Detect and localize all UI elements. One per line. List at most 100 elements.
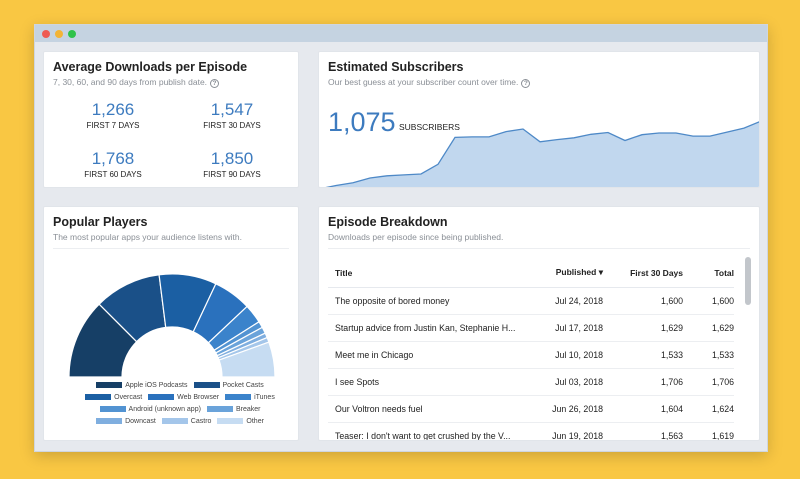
players-divider xyxy=(53,248,289,249)
stat-label: FIRST 90 DAYS xyxy=(203,170,261,179)
cell-title[interactable]: Teaser: I don't want to get crushed by t… xyxy=(328,422,533,440)
players-card: Popular Players The most popular apps yo… xyxy=(43,206,299,441)
subscriber-count: 1,075 xyxy=(328,107,396,137)
stat-label: FIRST 30 DAYS xyxy=(203,121,261,130)
stat-value: 1,266 xyxy=(91,100,135,119)
legend-item[interactable]: Apple iOS Podcasts xyxy=(96,381,188,389)
cell-published: Jul 03, 2018 xyxy=(533,368,603,396)
episodes-divider xyxy=(328,248,750,249)
cell-published: Jul 10, 2018 xyxy=(533,341,603,369)
stat-first-90: 1,850 FIRST 90 DAYS xyxy=(172,149,292,179)
stat-first-30: 1,547 FIRST 30 DAYS xyxy=(172,100,292,130)
help-icon[interactable]: ? xyxy=(210,79,220,88)
downloads-card: Average Downloads per Episode 7, 30, 60,… xyxy=(43,51,299,188)
column-header-total[interactable]: Total xyxy=(683,259,734,288)
subscribers-card: Estimated Subscribers Our best guess at … xyxy=(318,51,760,188)
close-window-icon[interactable] xyxy=(42,29,50,38)
cell-published: Jun 19, 2018 xyxy=(533,422,603,440)
legend-item[interactable]: Downcast xyxy=(96,418,156,425)
cell-total: 1,533 xyxy=(683,341,734,369)
column-header-title[interactable]: Title xyxy=(328,259,533,288)
episodes-card: Episode Breakdown Downloads per episode … xyxy=(318,206,760,441)
legend-swatch xyxy=(217,418,244,424)
table-row[interactable]: Startup advice from Justin Kan, Stephani… xyxy=(328,314,734,342)
subscribers-area xyxy=(328,121,759,187)
table-row[interactable]: I see Spots Jul 03, 2018 1,706 1,706 xyxy=(328,368,734,396)
cell-total: 1,629 xyxy=(683,314,734,342)
legend-label: Downcast xyxy=(125,417,156,425)
cell-first-30: 1,604 xyxy=(603,395,683,423)
subscribers-subtitle-text: Our best guess at your subscriber count … xyxy=(328,77,519,87)
legend-label: Apple iOS Podcasts xyxy=(125,381,188,389)
legend-item[interactable]: Android (unknown app) xyxy=(99,405,201,413)
players-legend: Apple iOS Podcasts Pocket Casts Overcast We… xyxy=(70,379,290,427)
legend-swatch xyxy=(96,418,123,424)
cell-title[interactable]: Our Voltron needs fuel xyxy=(328,395,533,423)
minimize-window-icon[interactable] xyxy=(55,29,63,38)
cell-title[interactable]: I see Spots xyxy=(328,368,533,396)
cell-first-30: 1,629 xyxy=(603,314,683,342)
table-row[interactable]: Teaser: I don't want to get crushed by t… xyxy=(328,422,734,440)
episodes-subtitle: Downloads per episode since being publis… xyxy=(328,232,504,242)
cell-first-30: 1,563 xyxy=(603,422,683,440)
pie-slice[interactable] xyxy=(218,341,276,378)
legend-item[interactable]: Overcast xyxy=(85,394,142,401)
subscribers-title: Estimated Subscribers xyxy=(328,60,464,74)
downloads-title: Average Downloads per Episode xyxy=(53,60,248,74)
sort-desc-icon[interactable]: ▾ xyxy=(598,267,603,278)
table-row[interactable]: Our Voltron needs fuel Jun 26, 2018 1,604 1… xyxy=(328,395,734,423)
legend-swatch xyxy=(206,406,233,412)
legend-label: Web Browser xyxy=(177,393,220,401)
maximize-window-icon[interactable] xyxy=(68,29,76,38)
legend-label: Overcast xyxy=(114,393,143,401)
cell-published: Jul 24, 2018 xyxy=(533,287,603,315)
stat-label: FIRST 60 DAYS xyxy=(84,170,142,179)
cell-total: 1,706 xyxy=(683,368,734,396)
cell-title[interactable]: The opposite of bored money xyxy=(328,287,533,315)
stat-first-60: 1,768 FIRST 60 DAYS xyxy=(53,149,173,179)
cell-published: Jul 17, 2018 xyxy=(533,314,603,342)
legend-label: Android (unknown app) xyxy=(128,405,201,413)
help-icon[interactable]: ? xyxy=(521,79,531,88)
column-header-published[interactable]: Published ▾ xyxy=(533,259,603,288)
cell-title[interactable]: Startup advice from Justin Kan, Stephani… xyxy=(328,314,533,342)
cell-published: Jun 26, 2018 xyxy=(533,395,603,423)
table-row[interactable]: Meet me in Chicago Jul 10, 2018 1,533 1,533 xyxy=(328,341,734,369)
subscribers-subtitle: Our best guess at your subscriber count … xyxy=(328,77,531,88)
subscribers-line xyxy=(325,121,759,187)
scrollbar-thumb[interactable] xyxy=(745,257,751,305)
cell-total: 1,624 xyxy=(683,395,734,423)
cell-title[interactable]: Meet me in Chicago xyxy=(328,341,533,369)
legend-item[interactable]: Web Browser xyxy=(148,394,219,401)
legend-row: Apple iOS Podcasts Pocket Casts xyxy=(70,379,290,391)
players-donut-chart xyxy=(68,273,276,378)
legend-swatch xyxy=(193,382,220,388)
legend-row: Downcast Castro Other xyxy=(70,415,290,427)
cell-first-30: 1,706 xyxy=(603,368,683,396)
downloads-subtitle: 7, 30, 60, and 90 days from publish date… xyxy=(53,77,220,88)
cell-total: 1,600 xyxy=(683,287,734,315)
episodes-table: Title Published ▾ First 30 Days Total Th… xyxy=(328,259,734,440)
legend-item[interactable]: iTunes xyxy=(225,394,275,401)
episodes-title: Episode Breakdown xyxy=(328,215,448,229)
legend-swatch xyxy=(148,394,175,400)
column-header-first-30[interactable]: First 30 Days xyxy=(603,259,683,288)
legend-item[interactable]: Pocket Casts xyxy=(193,381,264,389)
players-subtitle: The most popular apps your audience list… xyxy=(53,232,242,242)
table-row[interactable]: The opposite of bored money Jul 24, 2018 1… xyxy=(328,287,734,315)
legend-item[interactable]: Castro xyxy=(161,418,211,425)
legend-item[interactable]: Other xyxy=(217,418,264,425)
legend-swatch xyxy=(85,394,112,400)
legend-label: Pocket Casts xyxy=(222,381,264,389)
cell-first-30: 1,533 xyxy=(603,341,683,369)
legend-label: Other xyxy=(246,417,264,425)
downloads-subtitle-text: 7, 30, 60, and 90 days from publish date… xyxy=(53,77,208,87)
table-header-row: Title Published ▾ First 30 Days Total xyxy=(328,259,734,288)
legend-label: Breaker xyxy=(235,405,261,413)
legend-swatch xyxy=(161,418,188,424)
legend-item[interactable]: Breaker xyxy=(206,405,261,413)
stat-value: 1,768 xyxy=(91,149,135,168)
cell-first-30: 1,600 xyxy=(603,287,683,315)
legend-swatch xyxy=(96,382,123,388)
table-scrollbar[interactable] xyxy=(745,257,751,425)
